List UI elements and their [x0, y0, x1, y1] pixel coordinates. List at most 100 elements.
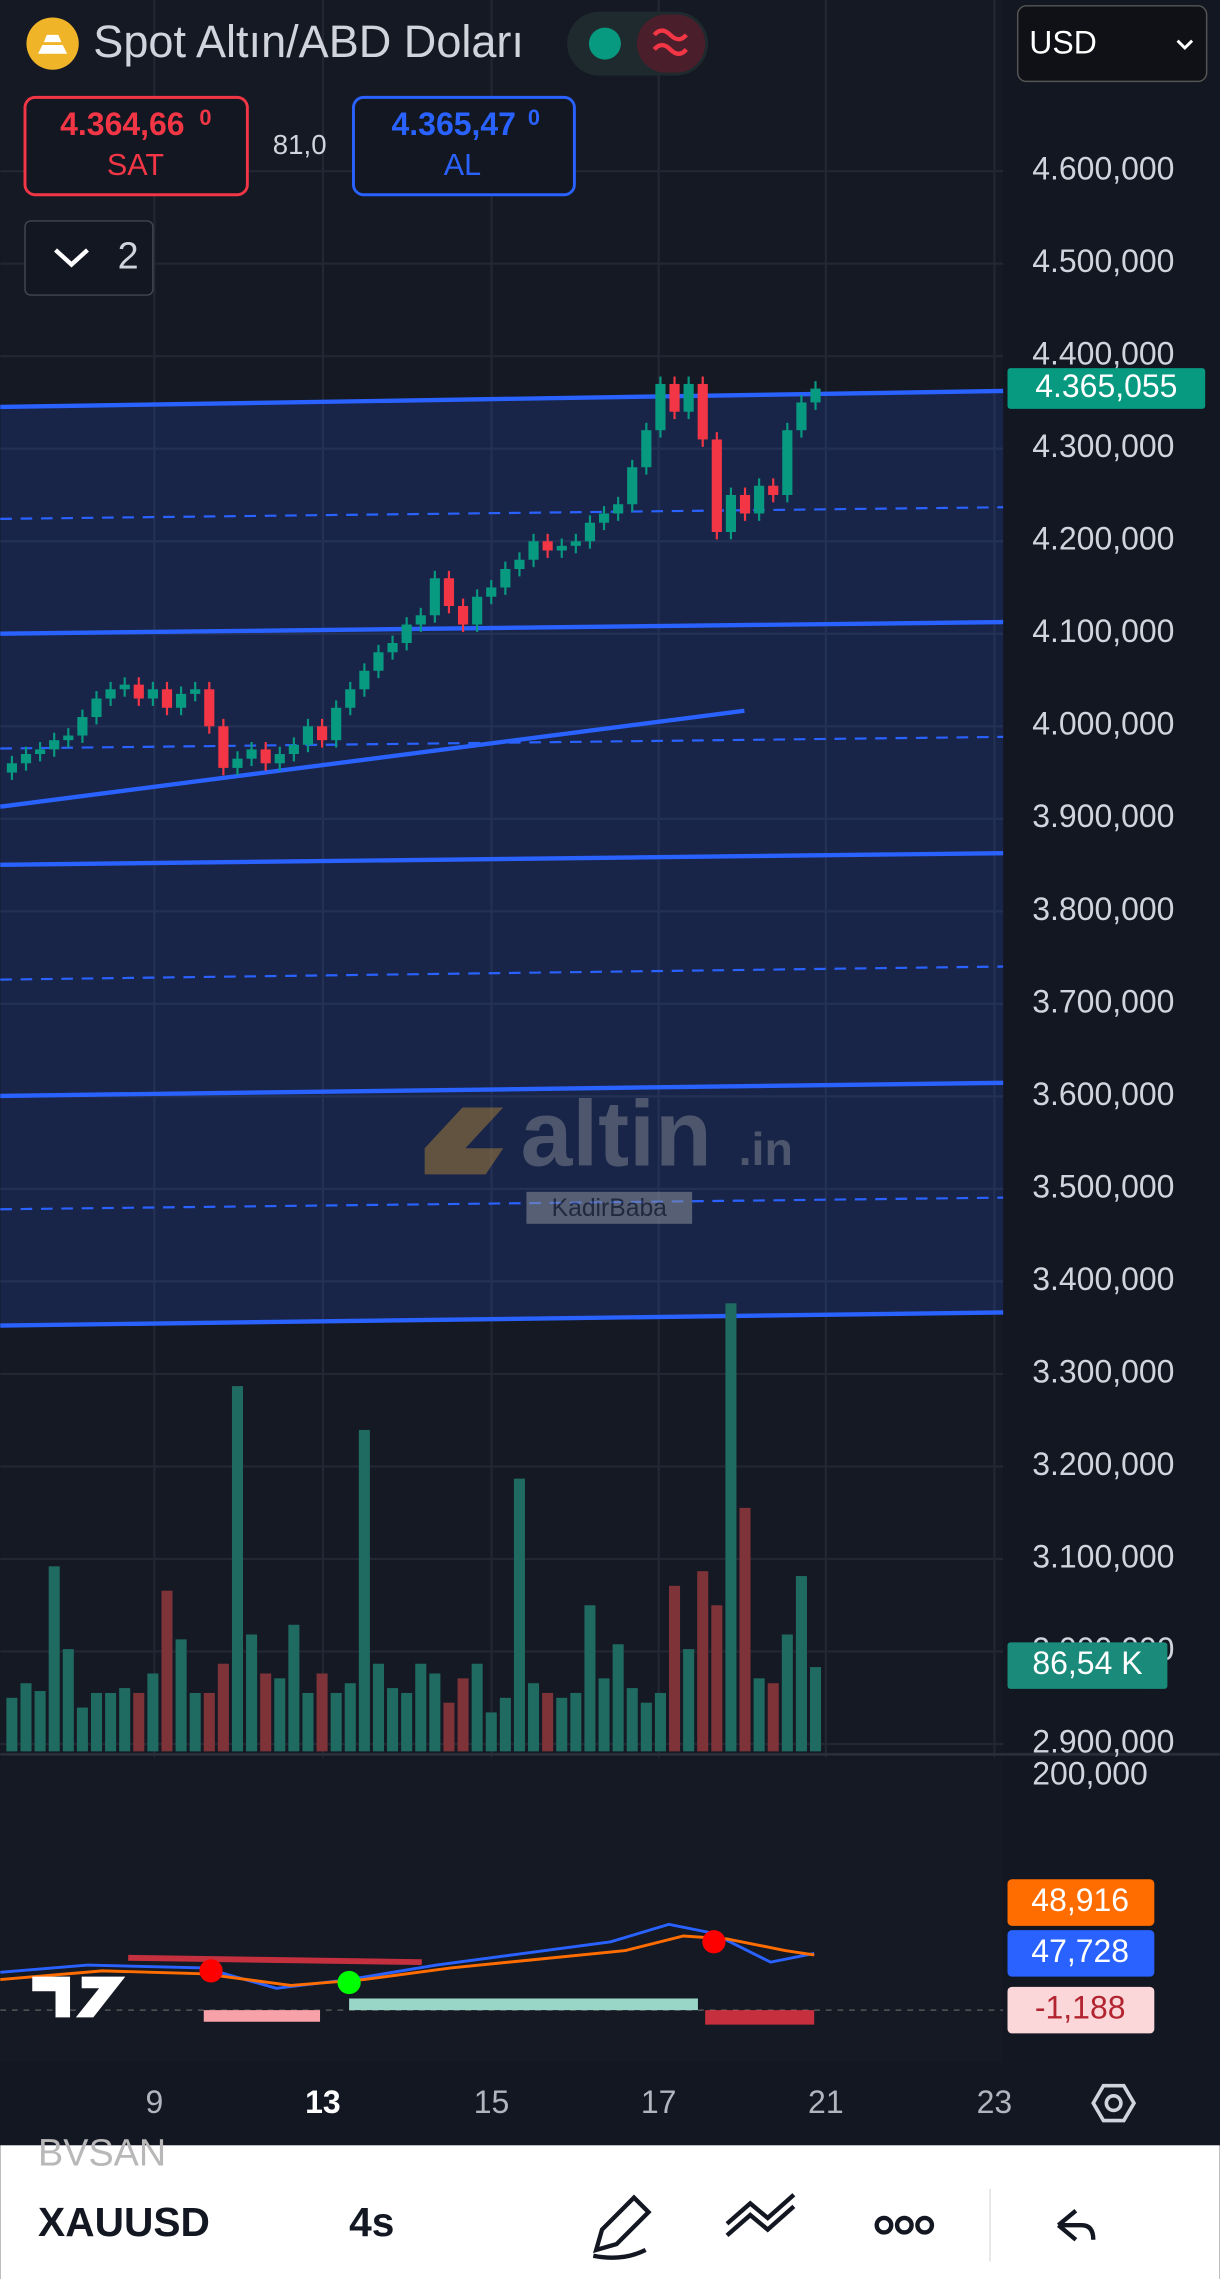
volume-bar — [683, 1649, 695, 1752]
x-tick-label: 15 — [474, 2084, 510, 2120]
volume-bar — [189, 1692, 201, 1752]
histogram-value: -1,188 — [1035, 1990, 1126, 2026]
macd-value: 47,728 — [1031, 1933, 1129, 1969]
volume-bar — [570, 1692, 582, 1752]
spread: 81,0 — [273, 129, 327, 160]
watermark-suffix: .in — [739, 1123, 793, 1175]
price-tag-label: 4.365,055 — [1035, 368, 1177, 404]
more-icon[interactable] — [874, 2215, 935, 2235]
volume-bar — [330, 1692, 342, 1752]
candle-body — [457, 606, 469, 625]
volume-bar — [133, 1692, 145, 1752]
select-arrow — [1176, 39, 1194, 51]
watermark-author: KadirBaba — [552, 1195, 668, 1222]
channel-line — [0, 1310, 1004, 1328]
cross-dot — [199, 1959, 223, 1983]
dashed-line — [0, 1196, 1004, 1211]
candle-body — [782, 430, 793, 495]
candle-body — [528, 541, 539, 560]
y-tick-label: 4.300,000 — [1032, 428, 1174, 464]
signal-value: 48,916 — [1031, 1882, 1129, 1918]
volume-bar — [372, 1663, 384, 1752]
volume-bar — [246, 1634, 258, 1752]
price-tag — [1007, 368, 1206, 409]
gold-icon — [26, 17, 79, 70]
volume-bar — [316, 1673, 328, 1752]
candle-body — [63, 735, 74, 741]
macd-tag — [1007, 1930, 1155, 1977]
volume-bar — [528, 1683, 540, 1752]
volume-bar — [711, 1605, 723, 1752]
y-tick-label: 4.000,000 — [1032, 706, 1174, 742]
candle-body — [91, 698, 102, 718]
indicators-icon[interactable] — [725, 2193, 796, 2238]
channel-line — [0, 1080, 1004, 1099]
candle-body — [190, 689, 201, 694]
volume-bar — [795, 1576, 807, 1752]
interval[interactable]: 4s — [349, 2199, 394, 2245]
channel-line — [0, 850, 1004, 867]
volume-bar — [542, 1692, 554, 1752]
x-tick-label: 9 — [145, 2084, 163, 2120]
volume-bar — [288, 1624, 300, 1752]
volume-bar — [485, 1712, 497, 1752]
candle-body — [500, 568, 511, 588]
volume-bar — [260, 1673, 272, 1752]
volume-bar — [203, 1692, 215, 1752]
delay-icon — [652, 28, 688, 56]
watermark-brand: altin — [521, 1082, 712, 1186]
candle-body — [725, 494, 737, 532]
candle-body — [669, 383, 680, 412]
market-open-dot — [588, 27, 621, 60]
volume-bar — [471, 1663, 483, 1752]
candle-body — [598, 513, 610, 523]
volume-bar — [584, 1605, 596, 1752]
volume-bar — [753, 1678, 765, 1752]
candle-body — [796, 402, 807, 431]
y-axis: 2.900,0003.000,0003.100,0003.200,0003.30… — [1007, 151, 1206, 1759]
candle-body — [697, 383, 708, 440]
volume-bar — [809, 1667, 822, 1752]
candle-body — [204, 689, 215, 727]
gear-center — [1104, 2094, 1123, 2113]
currency-select[interactable] — [1016, 5, 1208, 83]
candle-body — [683, 383, 694, 412]
volume-bar — [429, 1673, 441, 1752]
y-tick-label: 4.100,000 — [1032, 613, 1174, 649]
channel-mid-lines — [0, 506, 1004, 1211]
dot — [874, 2215, 894, 2235]
volume-bar — [20, 1683, 32, 1752]
undo-icon[interactable] — [1056, 2209, 1096, 2242]
volume-bar — [640, 1702, 652, 1752]
sell-button[interactable] — [23, 95, 249, 197]
symbol[interactable]: XAUUSD — [38, 2199, 210, 2245]
channel-line — [0, 388, 1004, 410]
volume-bar — [76, 1707, 88, 1752]
candle-body — [613, 504, 624, 514]
candle-body — [641, 430, 652, 468]
currency-value: USD — [1029, 24, 1097, 60]
draw-icon[interactable] — [592, 2194, 652, 2260]
volume-bar — [499, 1697, 511, 1752]
buy-button[interactable] — [352, 95, 576, 197]
gear[interactable] — [1091, 2083, 1137, 2123]
candle-body — [133, 684, 144, 699]
indicator-lines — [0, 1922, 1004, 2025]
settings-icon[interactable] — [1091, 2083, 1137, 2123]
candle-body — [739, 494, 751, 514]
volume-bar — [415, 1663, 427, 1752]
candle-body — [570, 541, 581, 546]
faded-symbol: BVSAN — [38, 2132, 166, 2174]
cross-dot — [702, 1930, 726, 1954]
candle-body — [274, 754, 285, 764]
candle-body — [288, 744, 299, 755]
candle-body — [20, 754, 32, 764]
volume-bar — [598, 1678, 610, 1752]
histogram-tag — [1007, 1986, 1155, 2034]
x-tick-label: 23 — [977, 2084, 1013, 2120]
x-tick-label: 13 — [305, 2084, 341, 2120]
dashed-line — [0, 965, 1004, 981]
candle-body — [176, 693, 187, 708]
layers-toggle[interactable] — [24, 220, 154, 296]
